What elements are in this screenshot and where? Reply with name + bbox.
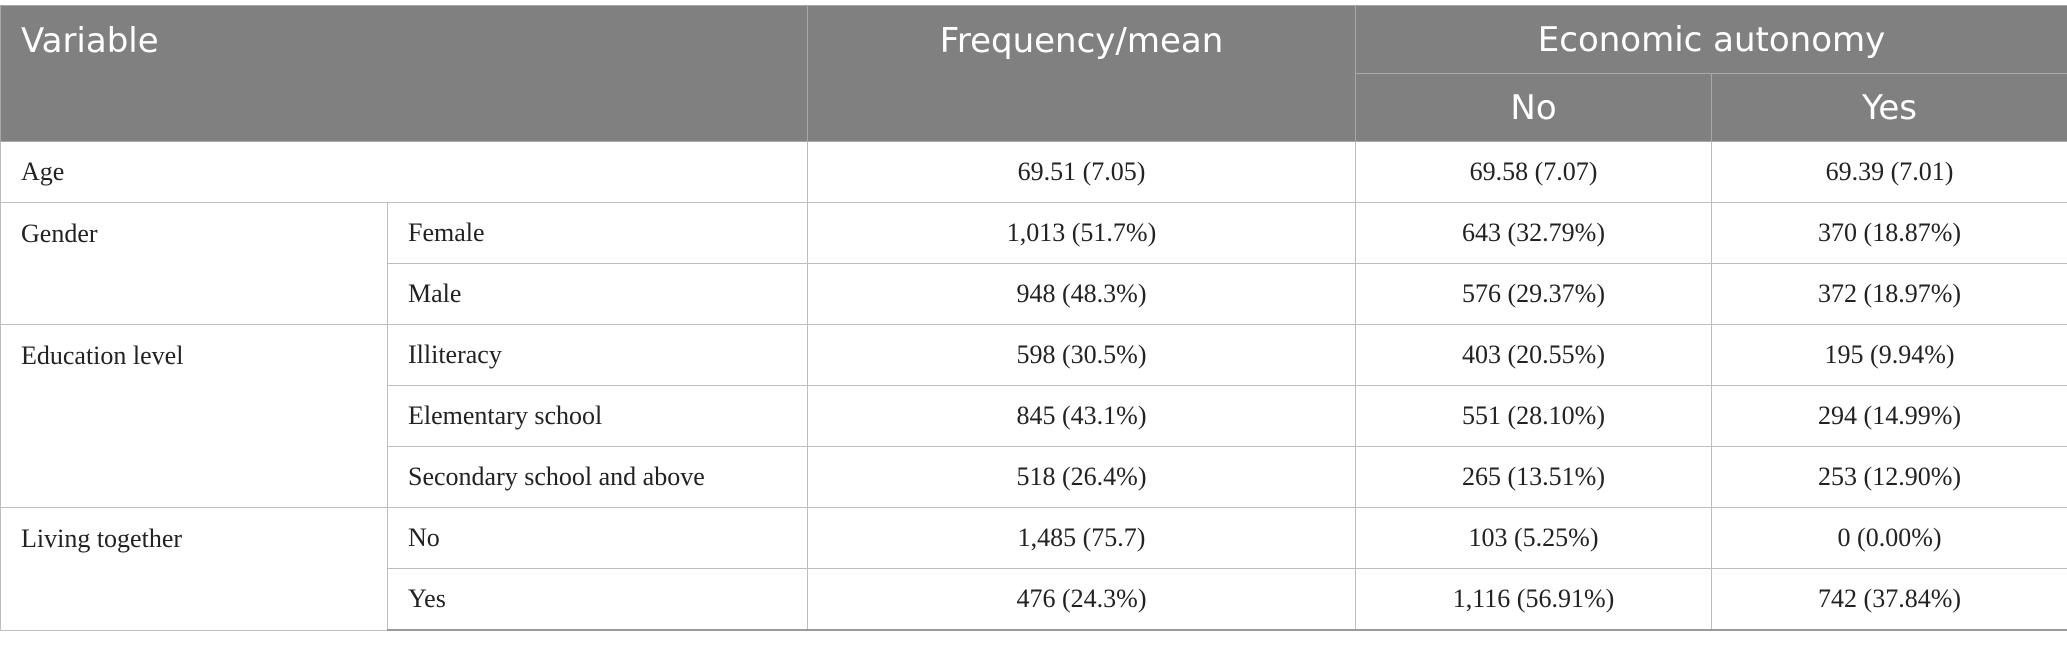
header-yes: Yes [1711,73,2067,142]
cell-frequency: 1,485 (75.7) [807,507,1357,569]
row-label-living-no: No [386,507,809,569]
cell-autonomy-yes: 370 (18.87%) [1711,202,2067,264]
cell-autonomy-no: 265 (13.51%) [1355,446,1713,508]
cell-frequency: 518 (26.4%) [807,446,1357,508]
row-label-age: Age [0,141,809,203]
row-label-female: Female [386,202,809,264]
cell-autonomy-yes: 742 (37.84%) [1711,568,2067,631]
header-frequency-mean: Frequency/mean [807,5,1357,142]
cell-autonomy-yes: 253 (12.90%) [1711,446,2067,508]
cell-autonomy-no: 551 (28.10%) [1355,385,1713,447]
table-row: Gender Female 1,013 (51.7%) 643 (32.79%)… [0,202,2067,325]
header-economic-autonomy: Economic autonomy [1355,5,2067,74]
cell-autonomy-yes: 69.39 (7.01) [1711,141,2067,203]
table-header: Variable Frequency/mean Economic autonom… [0,5,2067,142]
table-row: Living together No 1,485 (75.7) 103 (5.2… [0,507,2067,631]
row-label-elementary: Elementary school [386,385,809,447]
row-label-living-yes: Yes [386,568,809,631]
row-label-illiteracy: Illiteracy [386,324,809,386]
data-table: Variable Frequency/mean Economic autonom… [0,5,2067,631]
cell-frequency: 948 (48.3%) [807,263,1357,325]
table-row: Yes 476 (24.3%) 1,116 (56.91%) 742 (37.8… [1,568,2067,631]
cell-autonomy-yes: 0 (0.00%) [1711,507,2067,569]
cell-autonomy-no: 1,116 (56.91%) [1355,568,1713,631]
row-group-living-together: Living together [0,507,388,631]
row-group-education: Education level [0,324,388,508]
cell-autonomy-no: 403 (20.55%) [1355,324,1713,386]
cell-frequency: 845 (43.1%) [807,385,1357,447]
cell-autonomy-no: 103 (5.25%) [1355,507,1713,569]
cell-autonomy-yes: 195 (9.94%) [1711,324,2067,386]
row-label-male: Male [386,263,809,325]
cell-autonomy-no: 69.58 (7.07) [1355,141,1713,203]
table-row: Secondary school and above 518 (26.4%) 2… [1,446,2067,508]
header-no: No [1355,73,1713,142]
row-label-secondary: Secondary school and above [386,446,809,508]
table-row: Education level Illiteracy 598 (30.5%) 4… [0,324,2067,508]
cell-frequency: 598 (30.5%) [807,324,1357,386]
table-row: Elementary school 845 (43.1%) 551 (28.10… [1,385,2067,447]
header-variable: Variable [0,5,809,142]
table-body: Age 69.51 (7.05) 69.58 (7.07) 69.39 (7.0… [0,141,2067,631]
cell-autonomy-yes: 372 (18.97%) [1711,263,2067,325]
table-row: Age 69.51 (7.05) 69.58 (7.07) 69.39 (7.0… [0,141,2067,203]
cell-frequency: 476 (24.3%) [807,568,1357,631]
cell-frequency: 1,013 (51.7%) [807,202,1357,264]
cell-frequency: 69.51 (7.05) [807,141,1357,203]
row-group-gender: Gender [0,202,388,325]
cell-autonomy-no: 576 (29.37%) [1355,263,1713,325]
cell-autonomy-no: 643 (32.79%) [1355,202,1713,264]
cell-autonomy-yes: 294 (14.99%) [1711,385,2067,447]
